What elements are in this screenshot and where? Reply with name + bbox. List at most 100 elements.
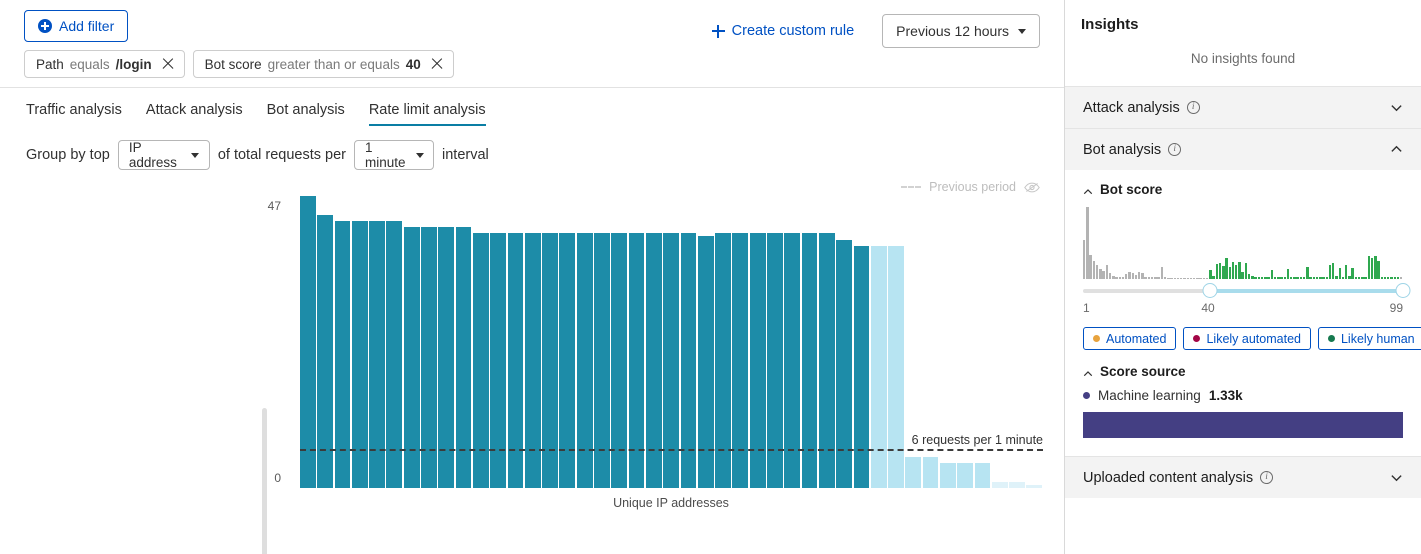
chart-bar[interactable] bbox=[888, 245, 904, 488]
score-source-section-header[interactable]: Score source bbox=[1083, 364, 1403, 379]
chart-bar[interactable] bbox=[645, 233, 662, 488]
chart-bar[interactable] bbox=[351, 220, 368, 488]
range-handle-high[interactable] bbox=[1395, 283, 1411, 298]
filter-bar: Add filter Path equals /login Bot score … bbox=[0, 0, 1064, 88]
bot-score-bar bbox=[1150, 276, 1154, 279]
group-by-dimension-select[interactable]: IP address bbox=[117, 140, 210, 170]
filter-chip-path[interactable]: Path equals /login bbox=[24, 50, 185, 78]
chart-bar[interactable] bbox=[939, 463, 956, 488]
bot-score-bar bbox=[1092, 260, 1096, 279]
chart-bar[interactable] bbox=[784, 233, 801, 488]
chart-bar[interactable] bbox=[490, 233, 507, 488]
group-by-dimension-value: IP address bbox=[128, 140, 177, 170]
chart-bar[interactable] bbox=[611, 233, 628, 488]
x-axis-label: Unique IP addresses bbox=[613, 496, 729, 510]
chart-bar[interactable] bbox=[836, 239, 852, 488]
insights-title: Insights bbox=[1081, 16, 1139, 33]
chart-bar[interactable] bbox=[818, 233, 835, 488]
chart-bar[interactable] bbox=[594, 233, 610, 488]
bot-score-range-slider[interactable] bbox=[1083, 283, 1411, 299]
bot-score-bar bbox=[1354, 276, 1358, 279]
pill-likely-automated[interactable]: Likely automated bbox=[1183, 327, 1311, 350]
chart-bar[interactable] bbox=[334, 220, 351, 488]
chart-bar[interactable] bbox=[369, 220, 385, 488]
chip-field: Path bbox=[36, 56, 64, 72]
filter-chip-bot-score[interactable]: Bot score greater than or equals 40 bbox=[192, 50, 454, 78]
chart-bar[interactable] bbox=[559, 233, 576, 488]
chart-bar[interactable] bbox=[749, 233, 766, 488]
chart-bar[interactable] bbox=[300, 196, 316, 488]
chart-bar[interactable] bbox=[801, 233, 818, 488]
chart-bar[interactable] bbox=[905, 456, 922, 488]
add-filter-button[interactable]: Add filter bbox=[24, 10, 129, 42]
bot-score-label: Bot score bbox=[1100, 182, 1163, 197]
interval-select[interactable]: 1 minute bbox=[354, 140, 434, 170]
tab-bot-analysis[interactable]: Bot analysis bbox=[266, 102, 345, 118]
chart-plot-area: 6 requests per 1 minute bbox=[300, 196, 1043, 488]
range-fill bbox=[1210, 289, 1403, 293]
group-by-suffix-label: interval bbox=[442, 147, 489, 163]
score-source-item-label: Machine learning bbox=[1098, 388, 1201, 403]
chart-bar[interactable] bbox=[576, 233, 593, 488]
chart-bar[interactable] bbox=[991, 481, 1008, 488]
bot-score-bar bbox=[1160, 266, 1164, 279]
chart-bar[interactable] bbox=[957, 463, 974, 488]
bot-score-bar bbox=[1183, 277, 1186, 279]
threshold-slider-track[interactable] bbox=[262, 408, 267, 554]
bot-score-bar bbox=[1199, 277, 1202, 279]
chart-bar[interactable] bbox=[680, 233, 697, 488]
chart-bar[interactable] bbox=[715, 233, 731, 488]
bot-score-bar bbox=[1280, 276, 1283, 279]
chart-bar[interactable] bbox=[524, 233, 541, 488]
chart-bar[interactable] bbox=[628, 233, 645, 488]
chart-bar[interactable] bbox=[438, 227, 455, 488]
tab-traffic-analysis[interactable]: Traffic analysis bbox=[26, 102, 122, 118]
bot-score-bar bbox=[1299, 276, 1303, 279]
pill-automated[interactable]: Automated bbox=[1083, 327, 1177, 350]
chart-bar[interactable] bbox=[1026, 485, 1043, 488]
range-handle-low[interactable] bbox=[1202, 283, 1218, 298]
info-icon[interactable]: i bbox=[1168, 143, 1182, 156]
bot-score-bar bbox=[1218, 262, 1222, 279]
accordion-label: Bot analysis bbox=[1083, 141, 1162, 158]
chart-bar[interactable] bbox=[767, 233, 783, 488]
chart-bar[interactable] bbox=[317, 214, 334, 488]
chart-bar[interactable] bbox=[386, 220, 403, 488]
chart-bar[interactable] bbox=[421, 227, 437, 488]
chart-legend[interactable]: Previous period bbox=[901, 180, 1040, 194]
chart-bar[interactable] bbox=[403, 227, 420, 488]
close-icon[interactable] bbox=[161, 57, 175, 71]
info-icon[interactable]: i bbox=[1260, 471, 1274, 484]
chart-bar[interactable] bbox=[542, 233, 558, 488]
chart-bar[interactable] bbox=[455, 227, 472, 488]
chart-bar[interactable] bbox=[472, 233, 489, 488]
chart-bar[interactable] bbox=[663, 233, 680, 488]
chart-bar[interactable] bbox=[974, 463, 991, 488]
bot-score-section-header[interactable]: Bot score bbox=[1083, 182, 1403, 197]
create-custom-rule-button[interactable]: Create custom rule bbox=[711, 23, 854, 39]
pill-likely-human[interactable]: Likely human bbox=[1317, 327, 1421, 350]
bot-score-bar bbox=[1335, 275, 1338, 279]
time-range-select[interactable]: Previous 12 hours bbox=[882, 14, 1040, 48]
chart-bar[interactable] bbox=[853, 245, 870, 488]
info-icon[interactable]: i bbox=[1186, 101, 1200, 114]
range-mid-label: 40 bbox=[1201, 301, 1215, 315]
tab-rate-limit-analysis[interactable]: Rate limit analysis bbox=[368, 102, 486, 126]
chart-bar[interactable] bbox=[922, 456, 939, 488]
bot-score-bar bbox=[1131, 272, 1134, 279]
chart-bar[interactable] bbox=[507, 233, 524, 488]
chart-bar[interactable] bbox=[697, 236, 714, 488]
chart-bar[interactable] bbox=[1009, 481, 1025, 488]
close-icon[interactable] bbox=[430, 57, 444, 71]
tab-attack-analysis[interactable]: Attack analysis bbox=[145, 102, 243, 118]
accordion-bot-analysis[interactable]: Bot analysis i bbox=[1065, 128, 1421, 170]
bot-score-bar bbox=[1115, 276, 1118, 279]
pill-label: Likely human bbox=[1340, 331, 1415, 346]
chart-bar[interactable] bbox=[732, 233, 749, 488]
eye-hidden-icon[interactable] bbox=[1024, 182, 1040, 193]
accordion-uploaded-content-analysis[interactable]: Uploaded content analysis i bbox=[1065, 456, 1421, 498]
chart-bar[interactable] bbox=[870, 245, 887, 488]
score-source-item-value: 1.33k bbox=[1208, 388, 1243, 403]
accordion-attack-analysis[interactable]: Attack analysis i bbox=[1065, 86, 1421, 128]
group-by-prefix-label: Group by top bbox=[26, 147, 110, 163]
